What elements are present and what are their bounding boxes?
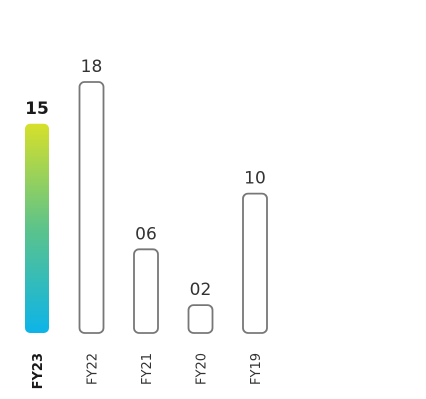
value-label-fy22: 18 — [81, 57, 103, 77]
value-label-fy23: 15 — [25, 99, 49, 119]
x-tick-label-fy23: FY23 — [31, 353, 46, 389]
bars-layer — [25, 81, 268, 334]
bar-fy21 — [133, 248, 159, 334]
x-tick-label-fy20: FY20 — [195, 353, 210, 385]
bar-fy19 — [242, 192, 268, 334]
x-tick-label-fy22: FY22 — [86, 353, 101, 385]
x-tick-label-fy19: FY19 — [249, 353, 264, 385]
value-label-fy19: 10 — [244, 169, 266, 189]
bar-fy20 — [187, 304, 214, 334]
value-label-fy21: 06 — [135, 224, 157, 244]
bar-fy23 — [25, 123, 49, 333]
value-labels-layer: 15 18 06 02 10 — [25, 57, 266, 300]
x-tick-label-fy21: FY21 — [140, 353, 155, 385]
bar-fy22 — [78, 81, 105, 334]
value-label-fy20: 02 — [190, 280, 212, 300]
x-tick-labels-layer: FY23 FY22 FY21 FY20 FY19 — [31, 353, 264, 389]
